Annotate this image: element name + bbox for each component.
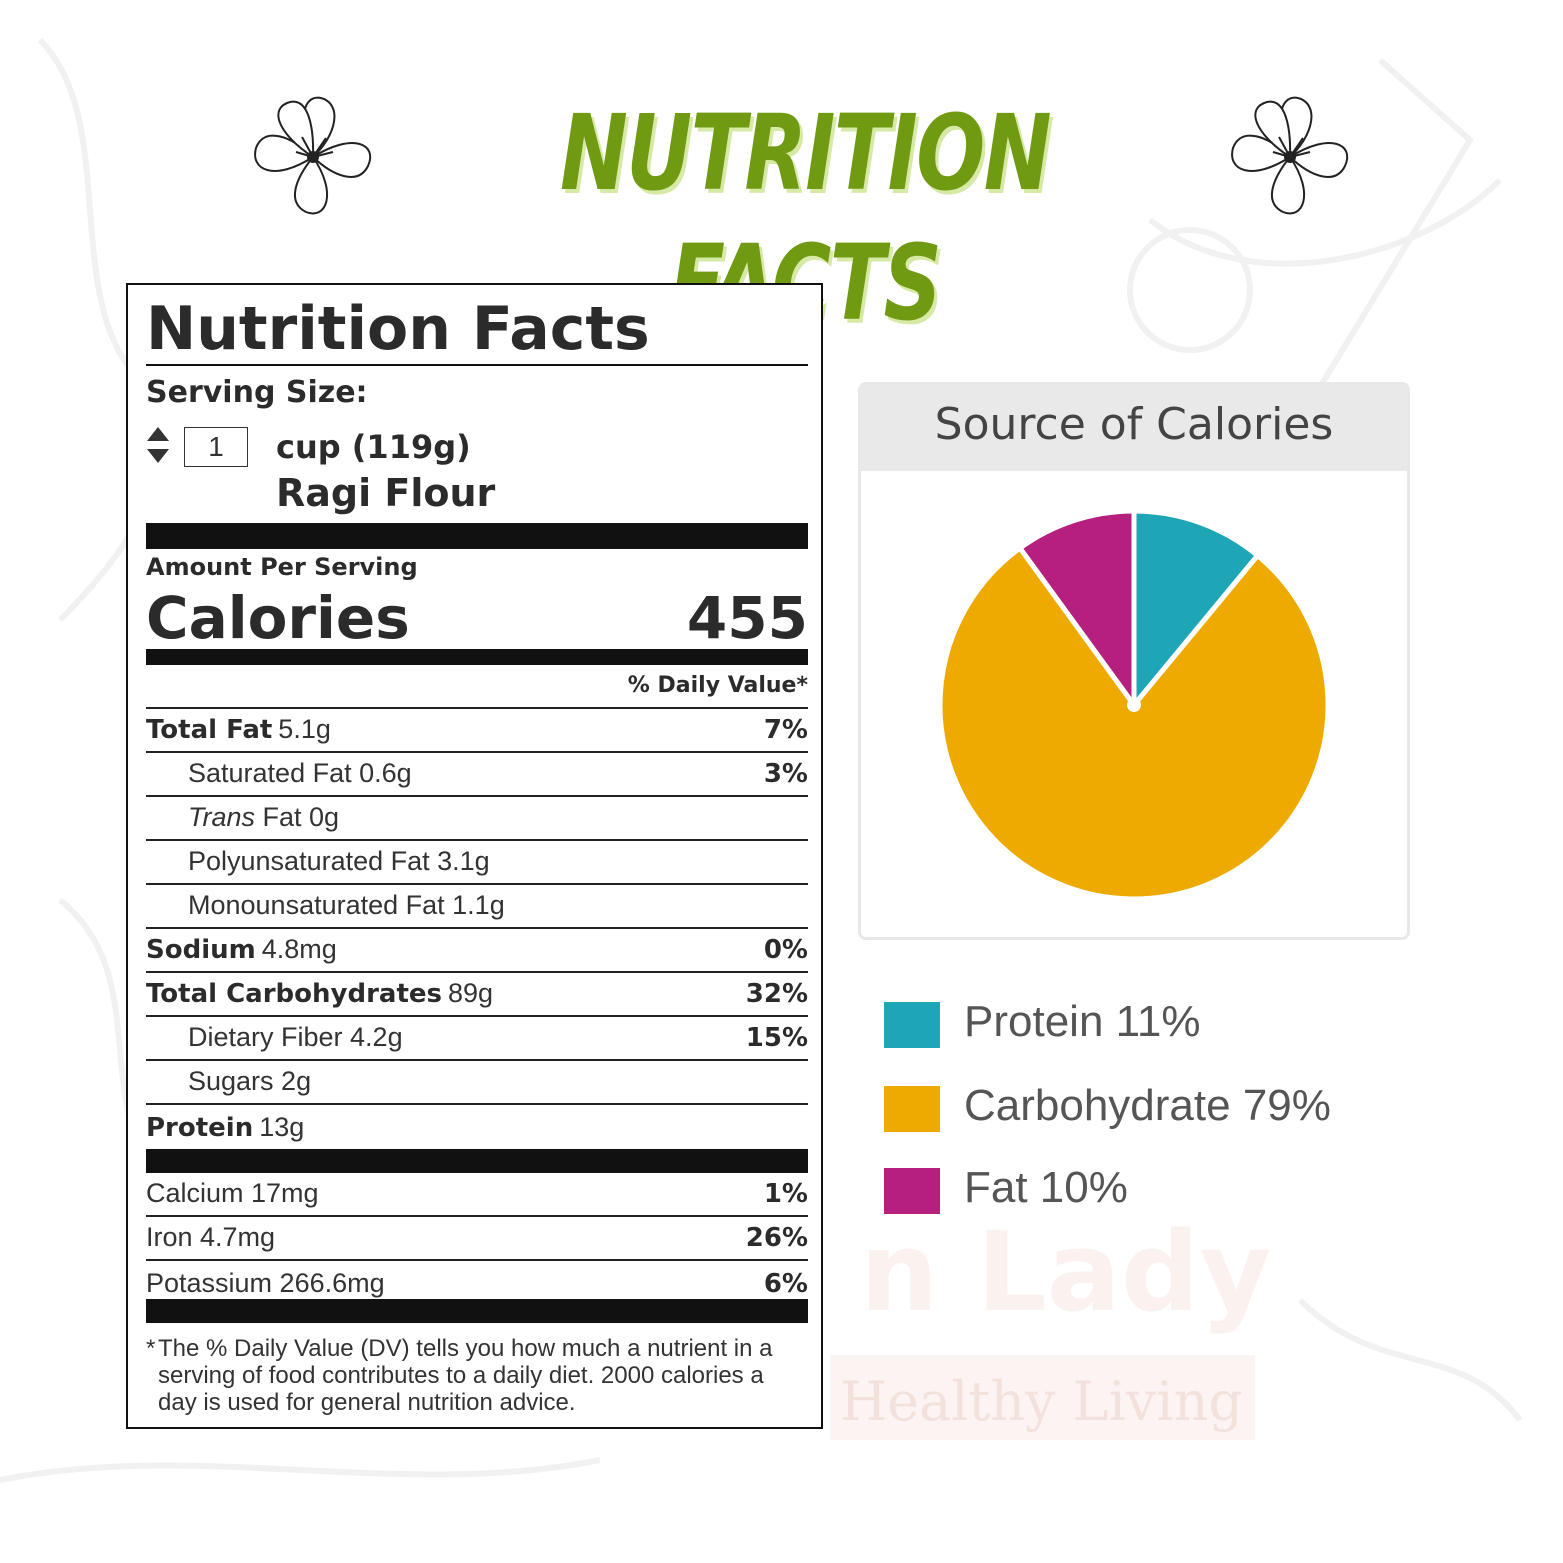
- thick-divider: [146, 1299, 808, 1323]
- row-name-italic: Trans: [188, 802, 256, 832]
- row-dv: 15%: [745, 1023, 808, 1053]
- row-name: Sodium: [146, 935, 256, 965]
- row-dv: 1%: [763, 1179, 808, 1209]
- legend-item-fat: Fat 10%: [884, 1156, 1444, 1216]
- pie-slice-protein: [1131, 508, 1261, 708]
- row-amount: 4.8mg: [261, 934, 337, 964]
- row-potassium: Potassium 266.6mg 6%: [146, 1268, 808, 1299]
- row-sugars: Sugars 2g: [146, 1061, 808, 1105]
- row-dv: 6%: [763, 1269, 808, 1299]
- legend-swatch: [884, 1168, 940, 1214]
- banner-title: NUTRITION FACTS: [559, 92, 1052, 344]
- row-amount: 5.1g: [278, 714, 331, 744]
- row-monounsaturated-fat: Monounsaturated Fat 1.1g: [146, 885, 808, 929]
- row-name: Protein: [146, 1113, 254, 1143]
- pie-header: Source of Calories: [861, 385, 1407, 471]
- legend-label: Carbohydrate 79%: [964, 1081, 1331, 1130]
- quantity-stepper-arrows-icon[interactable]: [146, 425, 170, 465]
- amount-per-serving: Amount Per Serving: [146, 553, 418, 581]
- legend-item-protein: Protein 11%: [884, 990, 1444, 1050]
- legend-swatch: [884, 1002, 940, 1048]
- pie-slice-fat: [1017, 508, 1137, 708]
- medium-divider: [146, 649, 808, 665]
- legend-label: Protein 11%: [964, 997, 1201, 1046]
- row-protein: Protein 13g: [146, 1105, 808, 1149]
- serving-unit: cup (119g): [276, 428, 471, 466]
- row-name: Total Fat: [146, 715, 273, 745]
- calorie-source-panel: Source of Calories: [858, 382, 1410, 940]
- row-iron: Iron 4.7mg 26%: [146, 1217, 808, 1261]
- row-saturated-fat: Saturated Fat 0.6g 3%: [146, 753, 808, 797]
- footnote-text: The % Daily Value (DV) tells you how muc…: [158, 1335, 773, 1416]
- serving-size-label: Serving Size:: [146, 375, 368, 410]
- row-calcium: Calcium 17mg 1%: [146, 1173, 808, 1217]
- row-amount: 13g: [259, 1112, 305, 1142]
- row-dietary-fiber: Dietary Fiber 4.2g 15%: [146, 1017, 808, 1061]
- row-dv: 3%: [763, 759, 808, 789]
- calories-value: 455: [686, 584, 808, 652]
- serving-quantity-input[interactable]: 1: [184, 427, 248, 467]
- legend-swatch: [884, 1086, 940, 1132]
- row-total-fat: Total Fat 5.1g 7%: [146, 707, 808, 753]
- row-trans-fat: Trans Fat 0g: [146, 797, 808, 841]
- row-name: Total Carbohydrates: [146, 979, 442, 1009]
- flower-left-icon: [254, 96, 371, 215]
- row-dv: 0%: [763, 935, 808, 965]
- svg-text:Healthy Living: Healthy Living: [840, 1370, 1243, 1433]
- flower-right-icon: [1231, 96, 1348, 215]
- row-dv: 7%: [763, 715, 808, 745]
- serving-food: Ragi Flour: [276, 471, 496, 515]
- row-dv: 32%: [745, 979, 808, 1009]
- daily-value-header: % Daily Value*: [627, 673, 808, 698]
- row-name: Fat 0g: [262, 802, 340, 832]
- divider: [146, 364, 808, 366]
- thick-divider: [146, 523, 808, 549]
- legend-label: Fat 10%: [964, 1163, 1128, 1212]
- row-sodium: Sodium 4.8mg 0%: [146, 929, 808, 973]
- row-amount: 89g: [447, 978, 494, 1008]
- row-polyunsaturated-fat: Polyunsaturated Fat 3.1g: [146, 841, 808, 885]
- footnote-star: *: [146, 1335, 156, 1362]
- chart-title: Source of Calories: [934, 399, 1334, 450]
- legend-item-carbohydrate: Carbohydrate 79%: [884, 1074, 1444, 1134]
- row-dv: 26%: [745, 1223, 808, 1253]
- thick-divider: [146, 1149, 808, 1173]
- label-title: Nutrition Facts: [146, 294, 650, 364]
- row-total-carbohydrates: Total Carbohydrates 89g 32%: [146, 973, 808, 1017]
- pie-chart: [937, 508, 1331, 902]
- nutrition-label: Nutrition Facts Serving Size: 1 cup (119…: [126, 283, 823, 1429]
- pie-center-dot: [1127, 698, 1141, 712]
- svg-text:n Lady: n Lady: [860, 1208, 1271, 1336]
- pie-slice-carbohydrate: [937, 545, 1331, 902]
- calories-label: Calories: [146, 584, 410, 652]
